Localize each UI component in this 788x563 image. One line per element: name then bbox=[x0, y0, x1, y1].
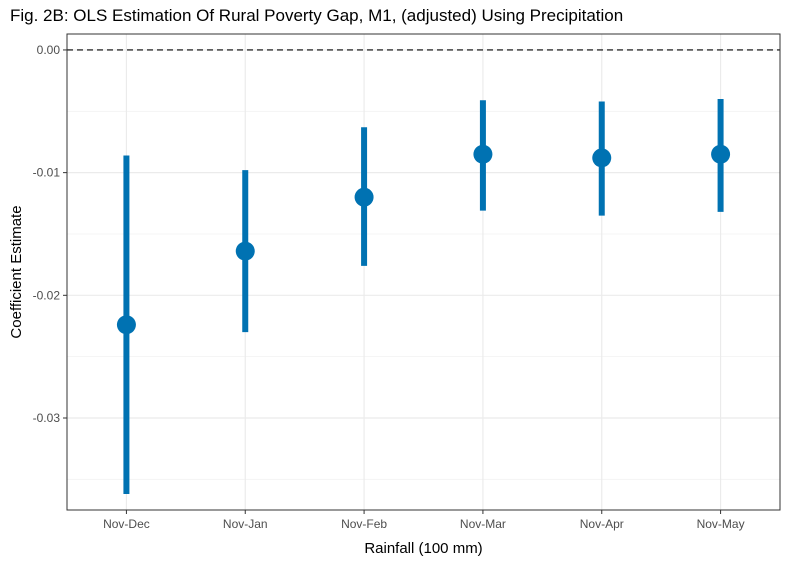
y-axis-title: Coefficient Estimate bbox=[8, 205, 25, 338]
x-tick-label: Nov-Dec bbox=[103, 517, 150, 531]
chart-title: Fig. 2B: OLS Estimation Of Rural Poverty… bbox=[10, 6, 624, 25]
x-axis-ticks: Nov-Dec Nov-Jan Nov-Feb Nov-Mar Nov-Apr Nov-M… bbox=[103, 510, 745, 531]
y-tick-label: 0.00 bbox=[37, 43, 61, 57]
panel-border bbox=[66, 33, 781, 511]
point-nov-jan bbox=[235, 241, 255, 261]
y-axis-ticks: 0.00 -0.01 -0.02 -0.03 bbox=[33, 43, 67, 425]
point-nov-mar bbox=[473, 144, 493, 164]
point-nov-may bbox=[711, 144, 731, 164]
chart-marks bbox=[116, 99, 731, 495]
x-axis-title: Rainfall (100 mm) bbox=[364, 540, 482, 557]
x-tick-label: Nov-Mar bbox=[460, 517, 506, 531]
point-nov-dec bbox=[116, 315, 136, 335]
grid-lines bbox=[67, 34, 780, 510]
x-tick-label: Nov-May bbox=[697, 517, 745, 531]
x-tick-label: Nov-Apr bbox=[580, 517, 624, 531]
point-nov-apr bbox=[592, 148, 612, 168]
x-tick-label: Nov-Jan bbox=[223, 517, 268, 531]
y-tick-label: -0.02 bbox=[33, 288, 61, 302]
y-tick-label: -0.03 bbox=[33, 411, 61, 425]
y-tick-label: -0.01 bbox=[33, 166, 61, 180]
x-tick-label: Nov-Feb bbox=[341, 517, 387, 531]
point-nov-feb bbox=[354, 187, 374, 207]
